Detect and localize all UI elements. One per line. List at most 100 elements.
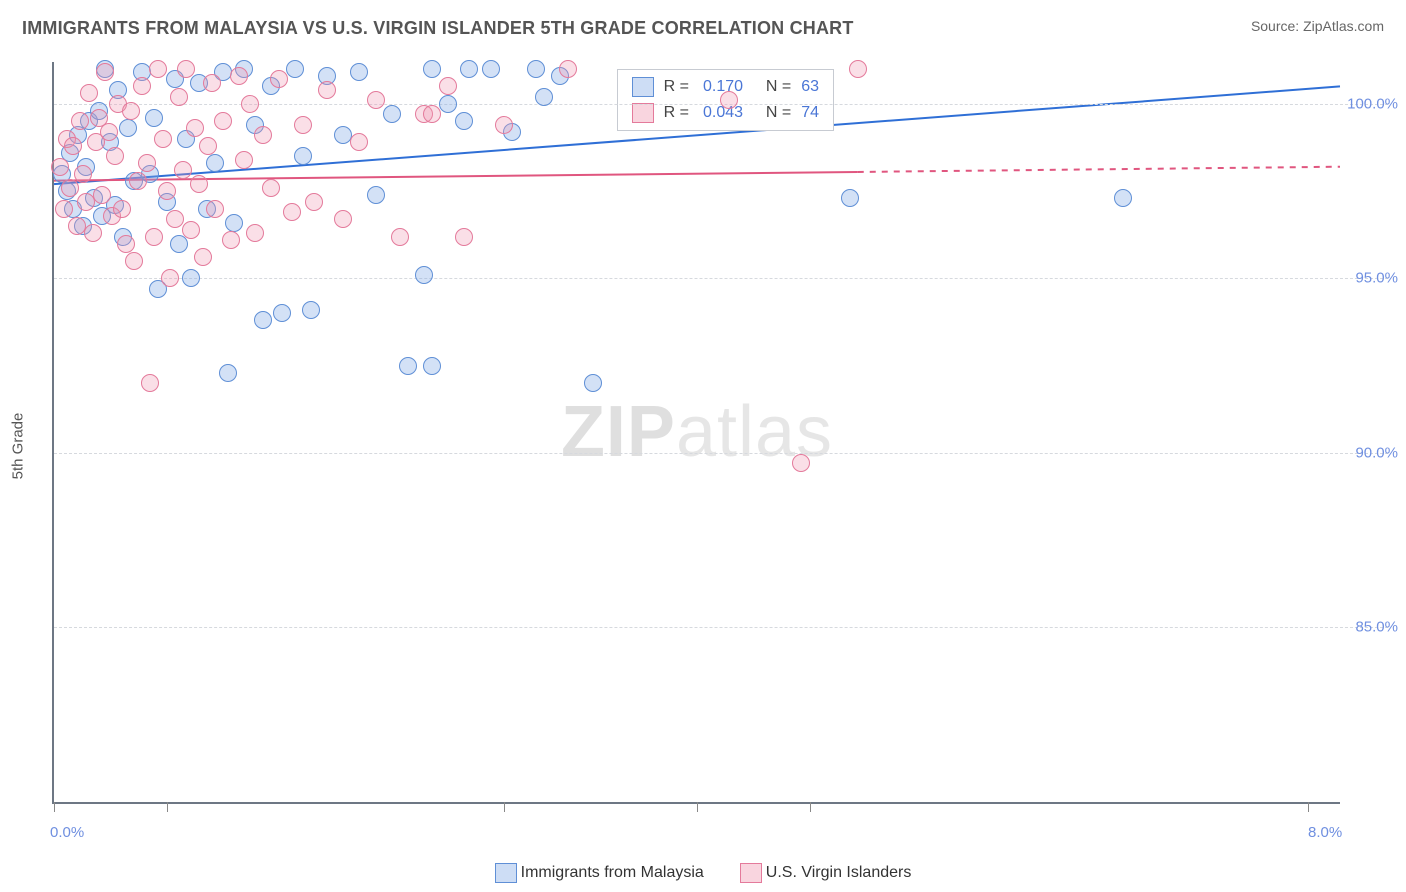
data-point [113, 200, 131, 218]
data-point [527, 60, 545, 78]
data-point [350, 63, 368, 81]
data-point [84, 224, 102, 242]
data-point [170, 88, 188, 106]
data-point [74, 165, 92, 183]
data-point [559, 60, 577, 78]
legend-swatch [495, 863, 517, 883]
data-point [302, 301, 320, 319]
series-legend: Immigrants from Malaysia U.S. Virgin Isla… [0, 863, 1406, 888]
data-point [262, 179, 280, 197]
data-point [495, 116, 513, 134]
x-tick [504, 802, 505, 812]
data-point [439, 77, 457, 95]
data-point [117, 235, 135, 253]
data-point [182, 221, 200, 239]
data-point [841, 189, 859, 207]
source-value: ZipAtlas.com [1303, 18, 1384, 34]
data-point [286, 60, 304, 78]
data-point [849, 60, 867, 78]
data-point [125, 252, 143, 270]
scatter-plot: ZIPatlas R =0.170 N =63R =0.043 N =74 10… [52, 62, 1340, 804]
data-point [182, 269, 200, 287]
gridline [54, 453, 1388, 454]
source-label: Source: [1251, 18, 1299, 34]
data-point [423, 105, 441, 123]
x-tick [697, 802, 698, 812]
data-point [206, 200, 224, 218]
x-tick [1308, 802, 1309, 812]
data-point [119, 119, 137, 137]
data-point [55, 200, 73, 218]
y-tick-label: 90.0% [1355, 444, 1398, 461]
data-point [455, 228, 473, 246]
data-point [383, 105, 401, 123]
legend-swatch [632, 103, 654, 123]
gridline [54, 278, 1388, 279]
data-point [294, 116, 312, 134]
data-point [138, 154, 156, 172]
legend-r-label: R = [664, 74, 689, 100]
data-point [283, 203, 301, 221]
data-point [145, 109, 163, 127]
data-point [166, 210, 184, 228]
legend-swatch [632, 77, 654, 97]
data-point [455, 112, 473, 130]
y-axis-title: 5th Grade [10, 413, 27, 480]
data-point [219, 364, 237, 382]
data-point [584, 374, 602, 392]
y-tick-label: 95.0% [1355, 270, 1398, 287]
data-point [235, 151, 253, 169]
regression-lines-svg [54, 62, 1340, 802]
data-point [222, 231, 240, 249]
data-point [161, 269, 179, 287]
x-axis-min-label: 0.0% [50, 824, 84, 841]
data-point [225, 214, 243, 232]
data-point [177, 60, 195, 78]
data-point [334, 210, 352, 228]
data-point [254, 311, 272, 329]
data-point [318, 81, 336, 99]
data-point [154, 130, 172, 148]
data-point [1114, 189, 1132, 207]
legend-swatch [740, 863, 762, 883]
chart-title: IMMIGRANTS FROM MALAYSIA VS U.S. VIRGIN … [22, 18, 854, 39]
data-point [203, 74, 221, 92]
x-tick [167, 802, 168, 812]
data-point [423, 60, 441, 78]
chart-source: Source: ZipAtlas.com [1251, 18, 1384, 34]
data-point [423, 357, 441, 375]
legend-series-name: U.S. Virgin Islanders [766, 864, 912, 882]
data-point [439, 95, 457, 113]
legend-series-name: Immigrants from Malaysia [521, 864, 704, 882]
data-point [399, 357, 417, 375]
legend-item: U.S. Virgin Islanders [740, 863, 912, 883]
data-point [367, 186, 385, 204]
data-point [141, 374, 159, 392]
x-tick [54, 802, 55, 812]
data-point [792, 454, 810, 472]
data-point [214, 112, 232, 130]
data-point [535, 88, 553, 106]
data-point [206, 154, 224, 172]
data-point [51, 158, 69, 176]
data-point [391, 228, 409, 246]
data-point [186, 119, 204, 137]
data-point [61, 179, 79, 197]
data-point [174, 161, 192, 179]
data-point [350, 133, 368, 151]
data-point [415, 266, 433, 284]
data-point [194, 248, 212, 266]
x-axis-max-label: 8.0% [1308, 824, 1342, 841]
regression-line [858, 167, 1340, 172]
data-point [246, 224, 264, 242]
chart-header: IMMIGRANTS FROM MALAYSIA VS U.S. VIRGIN … [22, 18, 1384, 39]
data-point [270, 70, 288, 88]
data-point [254, 126, 272, 144]
data-point [71, 112, 89, 130]
data-point [129, 172, 147, 190]
data-point [122, 102, 140, 120]
legend-item: Immigrants from Malaysia [495, 863, 704, 883]
data-point [93, 186, 111, 204]
data-point [241, 95, 259, 113]
legend-n-value: 63 [801, 74, 819, 100]
